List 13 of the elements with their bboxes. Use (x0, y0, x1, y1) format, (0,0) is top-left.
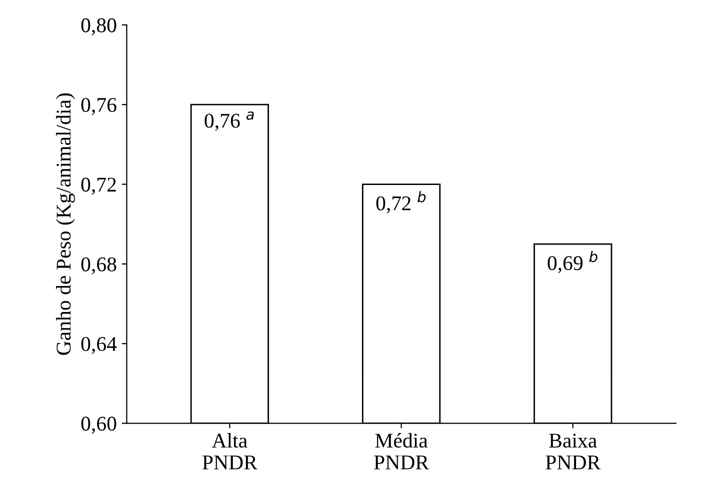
y-tick-label: 0,64 (81, 336, 117, 354)
data-label: 0,76 $^{a}$ (204, 111, 254, 131)
data-label: 0,69 $^{b}$ (548, 250, 598, 274)
y-tick-label: 0,80 (81, 18, 116, 36)
data-label: 0,72 $^{b}$ (376, 191, 426, 214)
y-tick-label: 0,60 (81, 416, 116, 434)
y-tick-label: 0,76 (81, 98, 116, 116)
y-tick-label: 0,72 (81, 178, 116, 195)
x-tick-label: Baixa PNDR (546, 434, 601, 470)
y-axis-title: Ganho de Peso (Kg/animal/dia) (56, 93, 75, 355)
y-tick-label: 0,68 (81, 257, 116, 274)
x-tick-label: Média PNDR (374, 432, 430, 470)
x-tick-label: Alta PNDR (202, 433, 258, 470)
